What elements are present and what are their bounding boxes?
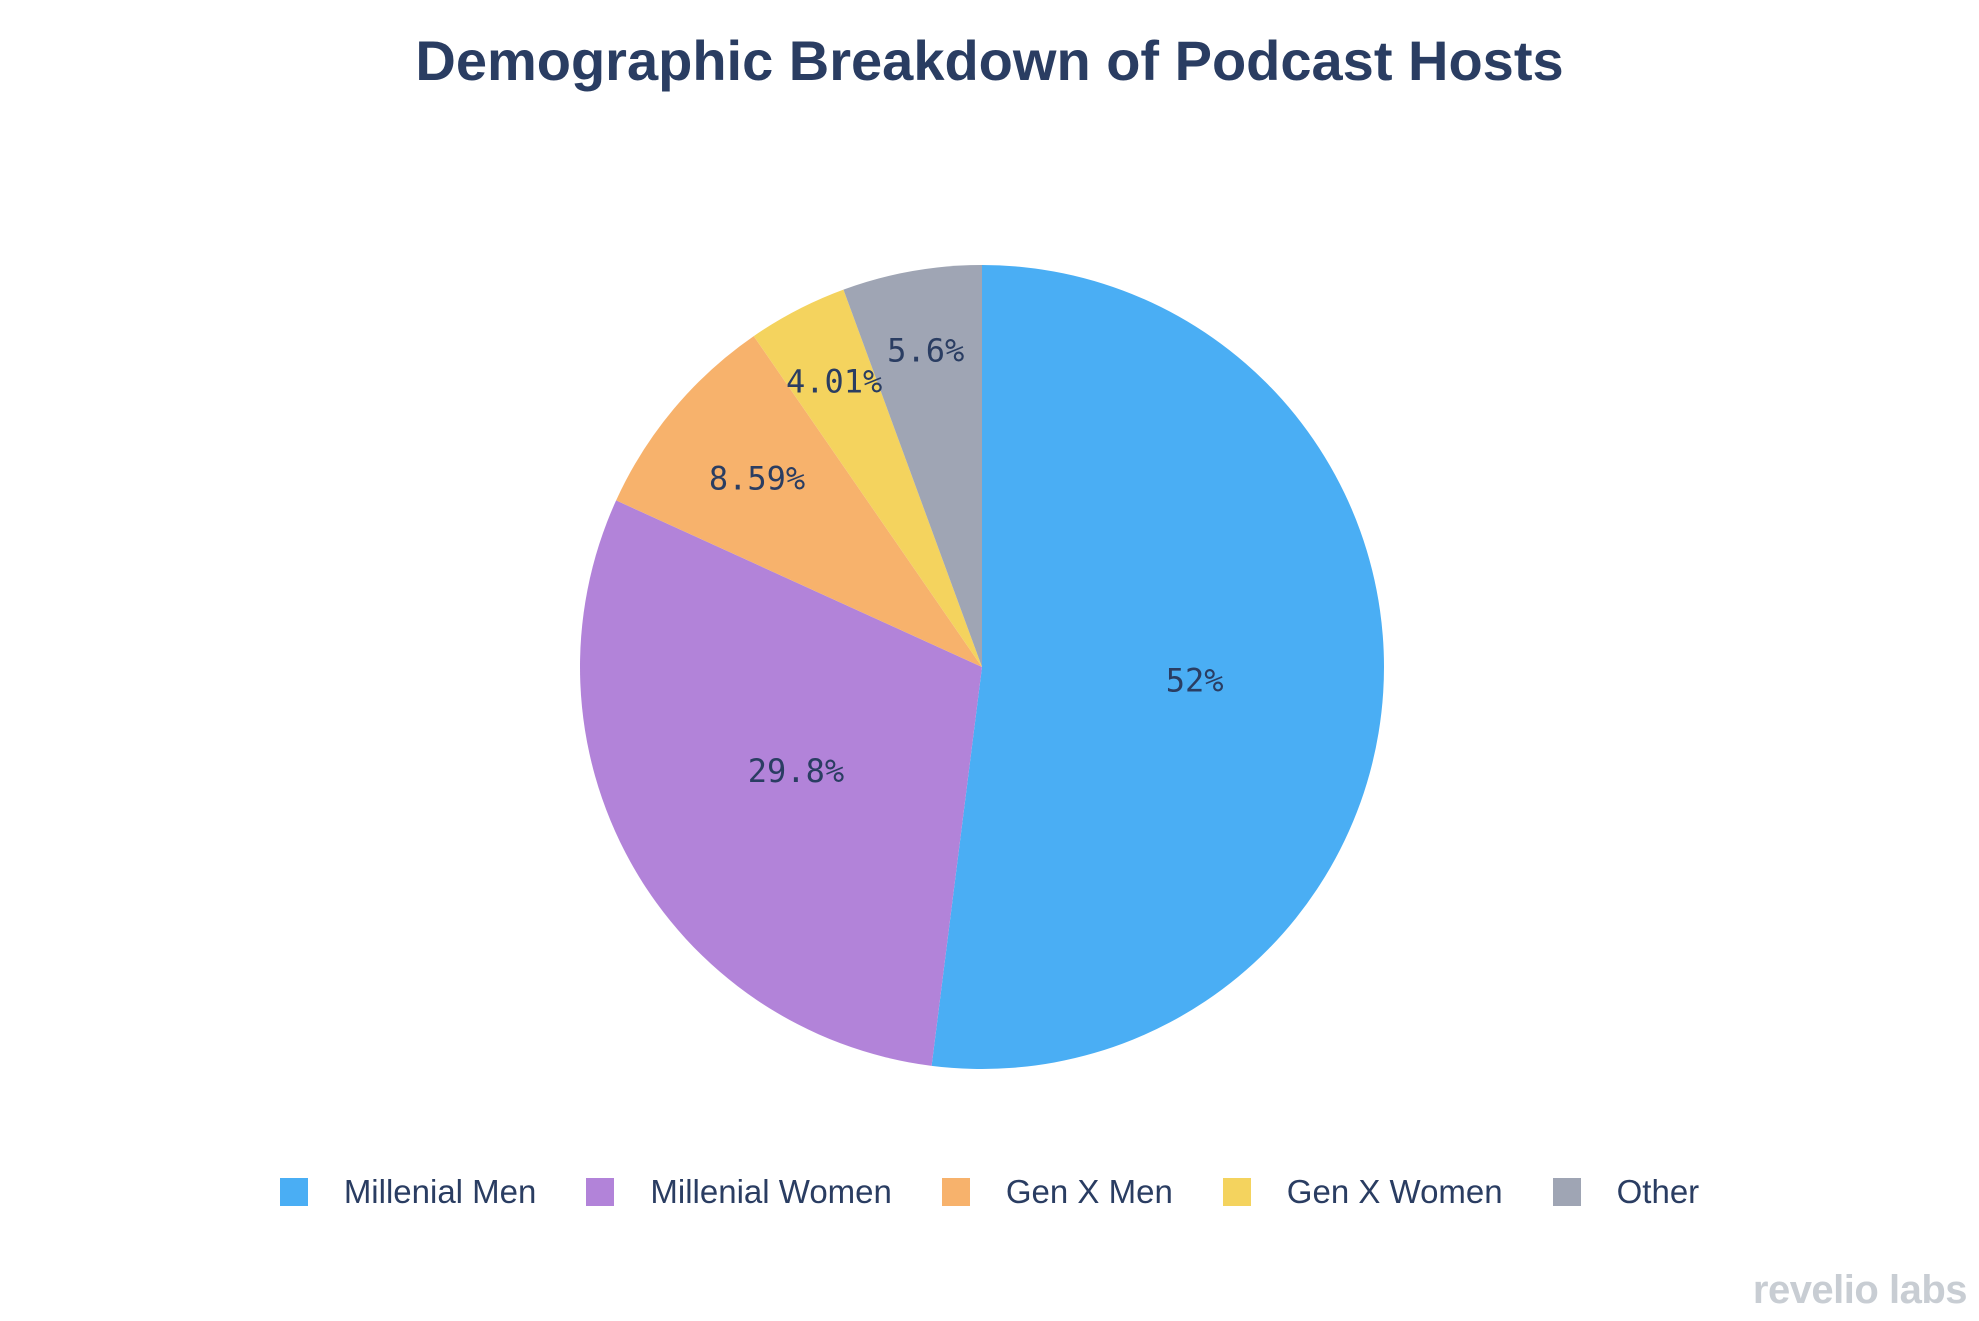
legend: Millenial Men Millenial Women Gen X Men Gen… — [0, 1170, 1979, 1214]
pie-slice-millenial-men — [931, 265, 1385, 1069]
legend-swatch — [586, 1178, 615, 1206]
legend-item: Millenial Men — [279, 1173, 537, 1211]
slice-label: 4.01% — [786, 362, 882, 400]
legend-swatch — [1552, 1178, 1581, 1206]
pie-slice-other — [843, 265, 982, 667]
pie-slice-gen-x-women — [753, 289, 982, 667]
legend-label: Gen X Women — [1286, 1173, 1503, 1210]
legend-item: Gen X Women — [1222, 1173, 1503, 1211]
legend-item: Millenial Women — [586, 1173, 892, 1211]
slice-label: 5.6% — [887, 331, 964, 369]
legend-swatch — [941, 1178, 970, 1206]
legend-swatch — [1222, 1178, 1251, 1206]
legend-label: Other — [1616, 1173, 1700, 1210]
legend-label: Gen X Men — [1005, 1173, 1173, 1210]
slice-label: 52% — [1166, 661, 1224, 699]
legend-label: Millenial Women — [650, 1173, 892, 1210]
slice-label: 29.8% — [748, 752, 844, 790]
legend-swatch — [279, 1178, 308, 1206]
pie-slice-millenial-women — [580, 500, 982, 1066]
legend-item: Other — [1552, 1173, 1700, 1211]
pie-slice-gen-x-men — [616, 336, 982, 667]
chart-title: Demographic Breakdown of Podcast Hosts — [415, 29, 1564, 92]
brand-logo: revelio labs — [1752, 1268, 1968, 1312]
slice-label: 8.59% — [709, 460, 805, 498]
legend-item: Gen X Men — [941, 1173, 1173, 1211]
legend-label: Millenial Men — [343, 1173, 537, 1210]
